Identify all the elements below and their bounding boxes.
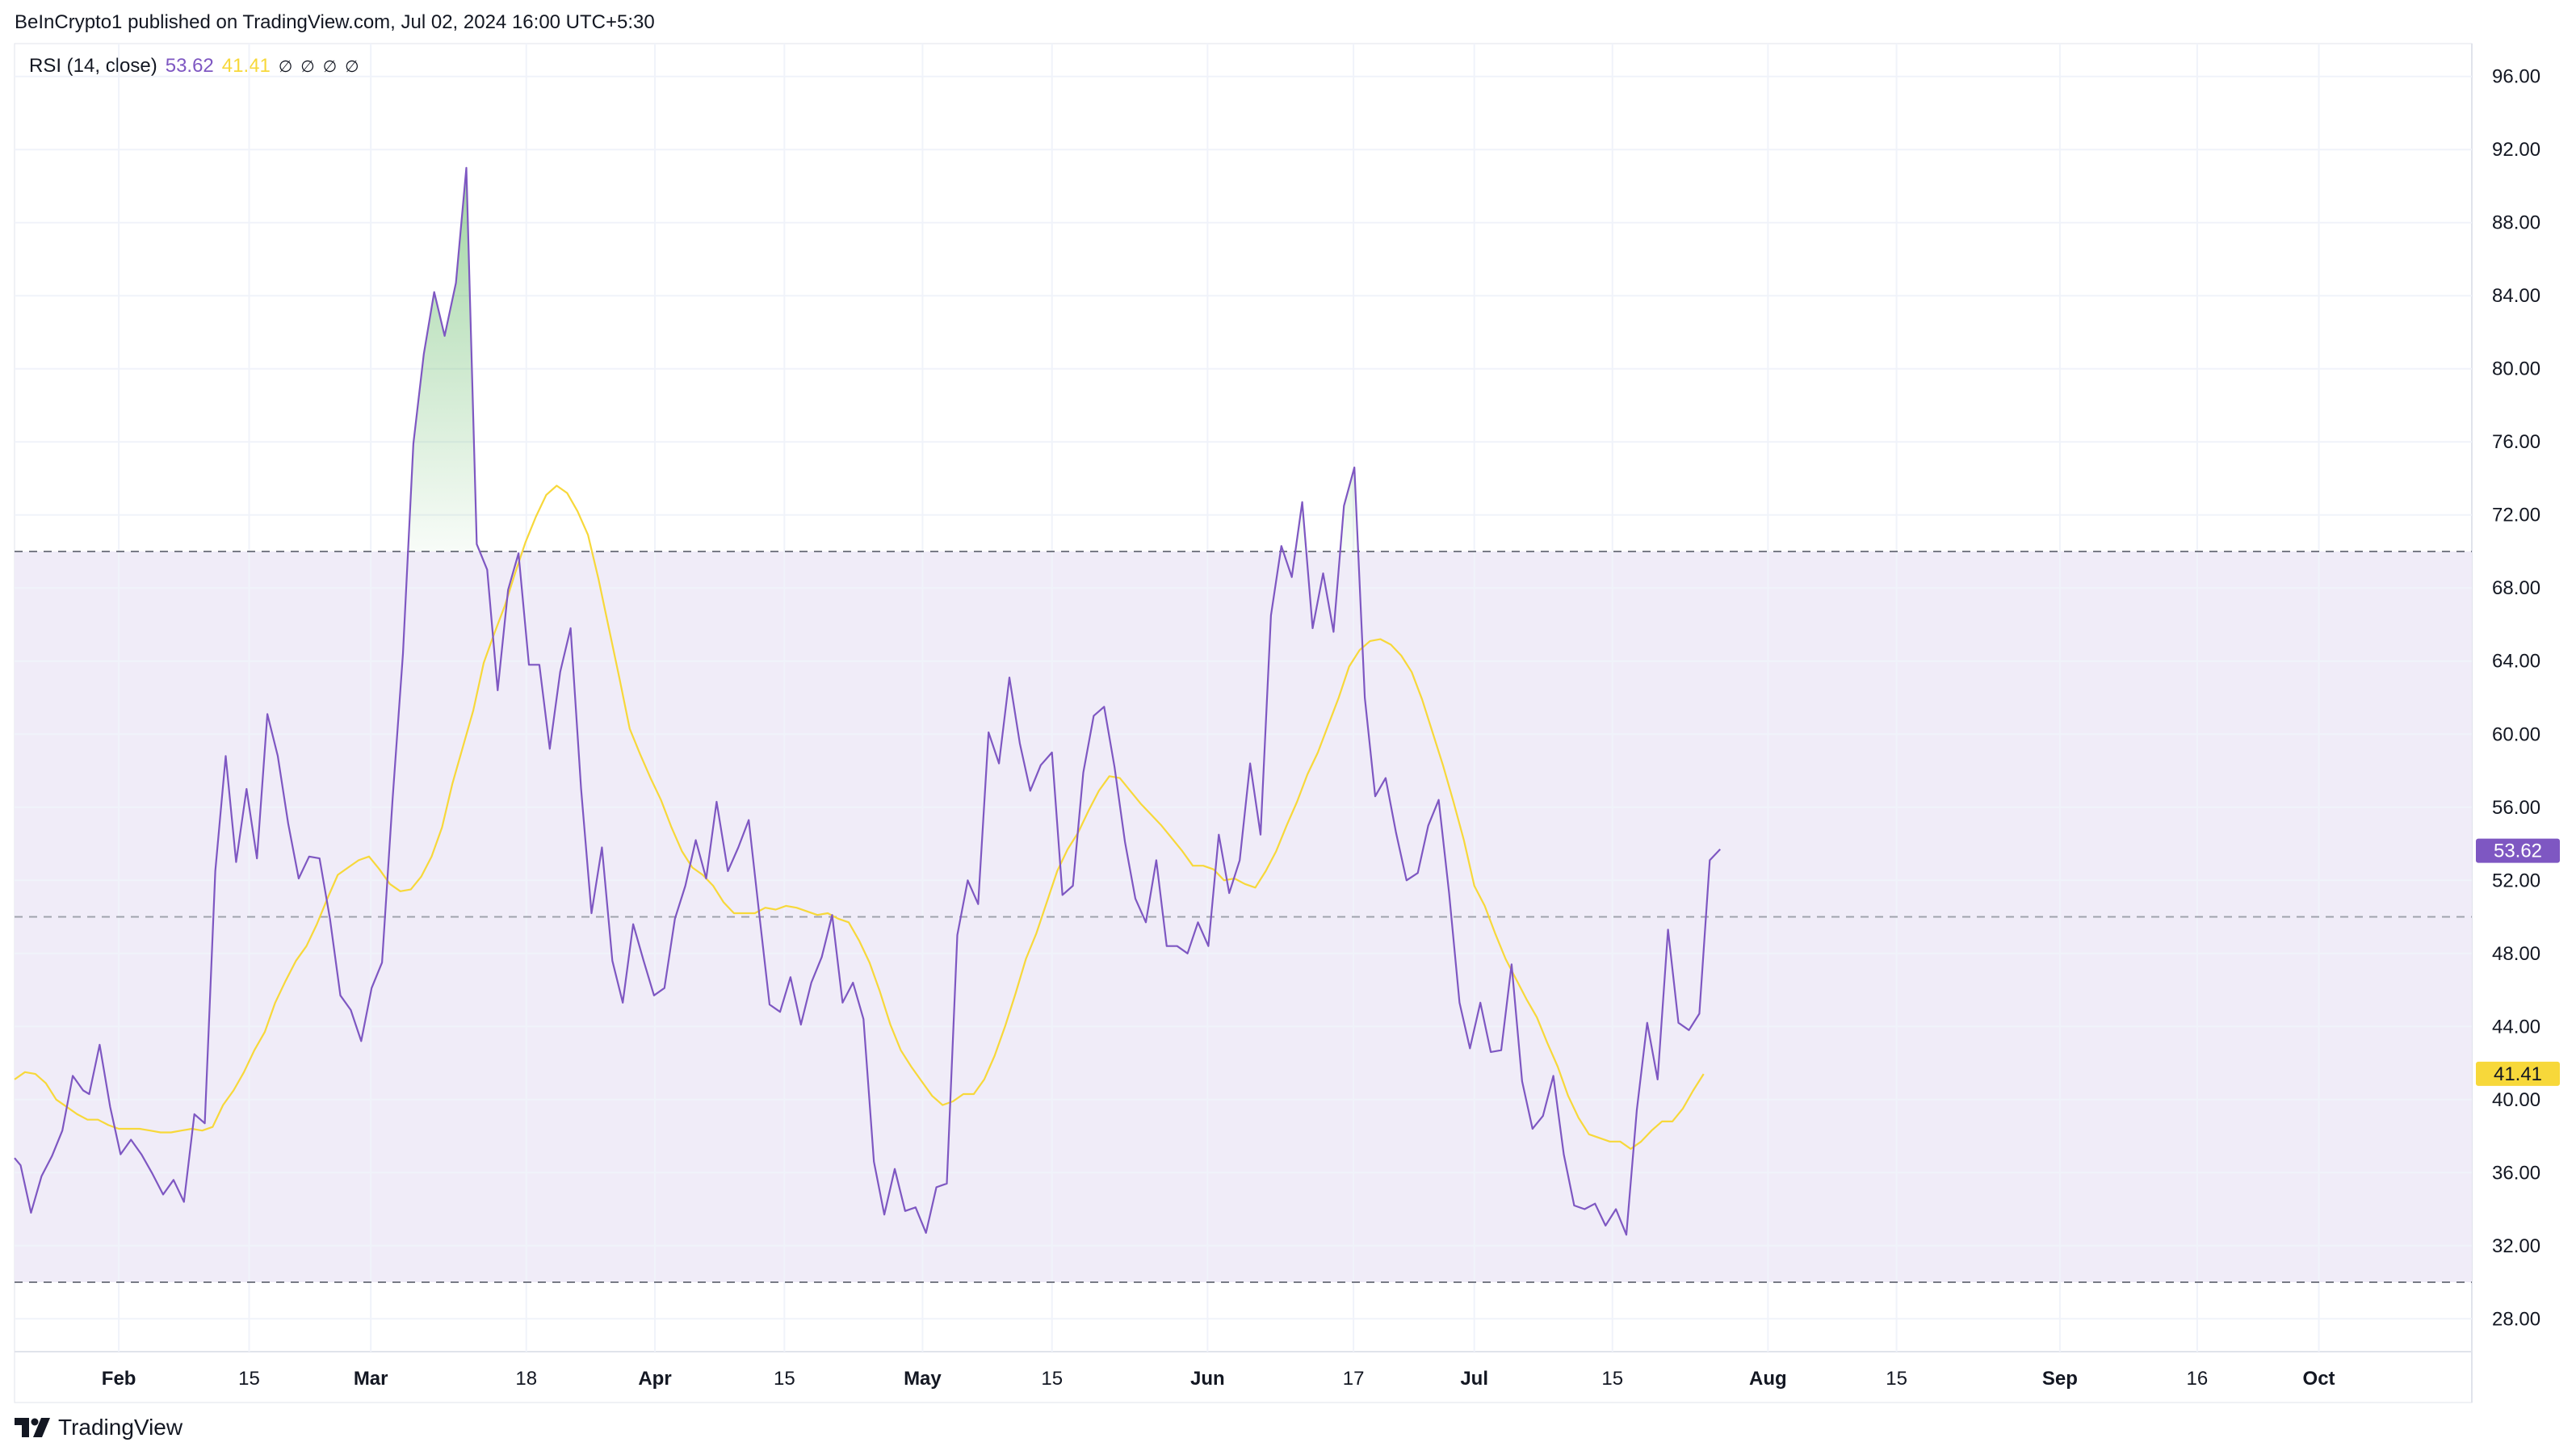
rsi-last-value-tag-bg: [2476, 838, 2560, 863]
x-tick-label: 15: [1041, 1368, 1063, 1390]
y-tick-label: 88.00: [2492, 212, 2540, 234]
y-tick-label: 28.00: [2492, 1308, 2540, 1330]
grid-layer: [15, 44, 2472, 1352]
x-tick-label: Apr: [638, 1368, 671, 1390]
x-tick-label: 18: [515, 1368, 537, 1390]
y-tick-label: 60.00: [2492, 723, 2540, 745]
x-tick-label: 15: [238, 1368, 260, 1390]
x-tick-label: Mar: [354, 1368, 388, 1390]
legend-rsi-value: 53.62: [165, 55, 214, 77]
legend-na-4: ∅: [345, 58, 359, 76]
last-value-tags: 53.62 41.41: [2476, 838, 2560, 1086]
y-tick-label: 32.00: [2492, 1235, 2540, 1257]
y-tick-label: 64.00: [2492, 651, 2540, 673]
rsi-ma-line: [14, 484, 1705, 1150]
ma-last-value-tag: 41.41: [2494, 1063, 2542, 1085]
x-tick-label: Feb: [102, 1368, 136, 1390]
y-tick-label: 52.00: [2492, 870, 2540, 891]
legend-na-1: ∅: [278, 58, 293, 76]
y-tick-label: 92.00: [2492, 139, 2540, 161]
x-tick-label: Aug: [1749, 1368, 1787, 1390]
overbought-fill-layer: [408, 167, 1358, 551]
y-tick-label: 40.00: [2492, 1089, 2540, 1111]
y-tick-label: 96.00: [2492, 66, 2540, 88]
x-tick-label: 16: [2187, 1368, 2209, 1390]
tradingview-brand: TradingView: [58, 1415, 183, 1440]
y-tick-label: 48.00: [2492, 943, 2540, 965]
x-tick-label: Jun: [1190, 1368, 1225, 1390]
tradingview-logo-icon: [15, 1418, 50, 1437]
y-tick-label: 80.00: [2492, 359, 2540, 380]
x-tick-label: Jul: [1460, 1368, 1488, 1390]
legend-ma-value: 41.41: [221, 55, 271, 77]
x-tick-label: Oct: [2303, 1368, 2335, 1390]
y-tick-label: 76.00: [2492, 431, 2540, 453]
x-tick-label: 15: [1601, 1368, 1623, 1390]
indicator-name[interactable]: RSI (14, close): [29, 55, 157, 77]
x-tick-label: Sep: [2042, 1368, 2078, 1390]
published-by-text: BeInCrypto1 published on TradingView.com…: [15, 11, 655, 33]
x-tick-label: May: [904, 1368, 942, 1390]
tradingview-logo[interactable]: TradingView: [15, 1415, 183, 1440]
y-tick-label: 36.00: [2492, 1162, 2540, 1184]
overbought-fill: [1295, 501, 1307, 551]
y-tick-label: 72.00: [2492, 505, 2540, 526]
y-tick-label: 84.00: [2492, 285, 2540, 307]
overbought-fill: [408, 167, 480, 551]
legend-na-3: ∅: [322, 58, 338, 76]
indicator-legend: RSI (14, close) 53.62 41.41 ∅ ∅ ∅ ∅: [29, 55, 359, 78]
time-axis[interactable]: Feb 15 Mar 18 Apr 15 May 15 Jun 17 Jul 15 Aug 15 Sep 16…: [102, 1368, 2335, 1390]
y-tick-label: 68.00: [2492, 577, 2540, 599]
rsi-last-value-tag: 53.62: [2494, 841, 2542, 862]
x-tick-label: 15: [1886, 1368, 1907, 1390]
x-tick-label: 15: [774, 1368, 795, 1390]
overbought-fill: [1340, 467, 1358, 551]
y-tick-label: 56.00: [2492, 797, 2540, 819]
ma-last-value-tag-bg: [2476, 1061, 2560, 1086]
y-tick-label: 44.00: [2492, 1016, 2540, 1038]
x-tick-label: 17: [1343, 1368, 1365, 1390]
legend-na-2: ∅: [300, 58, 315, 76]
rsi-line: [14, 166, 1721, 1236]
series-layer: [14, 166, 1721, 1236]
price-axis[interactable]: 28.00 32.00 36.00 40.00 44.00 48.00 52.00 56.00…: [2492, 66, 2540, 1331]
